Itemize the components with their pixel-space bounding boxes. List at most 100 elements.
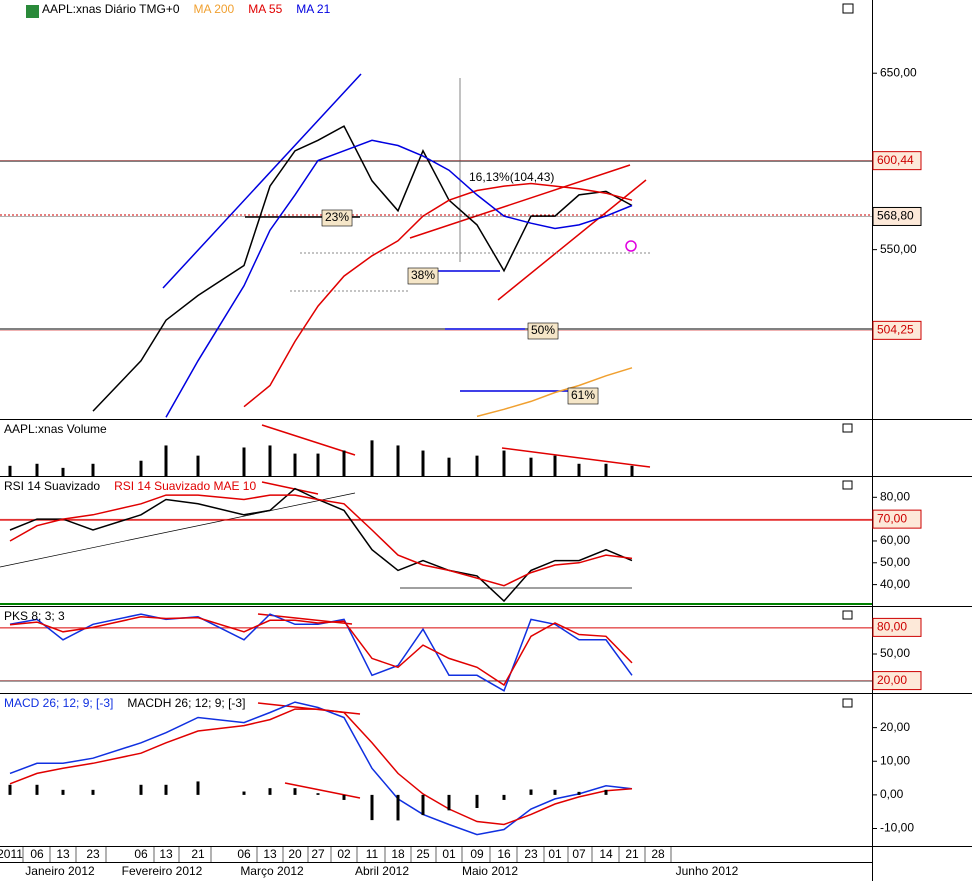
bar <box>370 794 374 821</box>
level-box <box>872 509 922 529</box>
annotation: 38% <box>411 268 435 282</box>
x-tick-label: 20 <box>288 847 302 861</box>
series-line <box>9 487 633 603</box>
x-tick-label: 06 <box>134 847 148 861</box>
x-tick-label: 23 <box>524 847 538 861</box>
x-tick-label: 01 <box>548 847 562 861</box>
x-tick-label: 21 <box>625 847 639 861</box>
annotation-box <box>407 267 439 285</box>
x-tick-label: 01 <box>442 847 456 861</box>
legend-entry: RSI 14 Suavizado <box>4 479 100 493</box>
level-box <box>872 320 922 340</box>
x-tick-label: 21 <box>191 847 205 861</box>
y-tick-label: 80,00 <box>880 489 910 503</box>
bar <box>475 794 479 808</box>
bar <box>139 460 143 476</box>
x-tick-label: 23 <box>86 847 100 861</box>
annotation-box <box>527 322 559 340</box>
bar <box>502 794 506 800</box>
bar <box>396 445 400 476</box>
bar <box>421 794 425 816</box>
x-tick-label: 18 <box>391 847 405 861</box>
x-tick-label: 13 <box>263 847 277 861</box>
series-line <box>243 182 633 408</box>
y-tick-label: 0,00 <box>880 787 904 801</box>
legend-entry: MA 21 <box>296 2 330 16</box>
annotation: 61% <box>571 388 595 402</box>
bar <box>447 457 451 476</box>
y-tick-label: 60,00 <box>880 533 910 547</box>
bar <box>164 445 168 476</box>
y-tick-label: 20,00 <box>880 720 910 734</box>
x-tick-label: 27 <box>311 847 325 861</box>
panel <box>0 487 872 603</box>
level-label: 70,00 <box>877 511 907 525</box>
y-tick-label: 50,00 <box>880 555 910 569</box>
y-tick-label: 650,00 <box>880 65 917 79</box>
bar <box>91 463 95 476</box>
y-tick-label: 10,00 <box>880 753 910 767</box>
x-tick-label: 13 <box>159 847 173 861</box>
bar <box>604 789 608 795</box>
x-tick-label: 06 <box>30 847 44 861</box>
series-line <box>9 708 633 826</box>
bar <box>268 788 272 795</box>
x-tick-label: 09 <box>470 847 484 861</box>
panel-title: PKS 8; 3; 3 <box>4 609 65 623</box>
panel-title: AAPL:xnas Diário TMG+0 <box>42 2 180 16</box>
x-tick-label: 14 <box>599 847 613 861</box>
legend-entry: MA 55 <box>248 2 282 16</box>
y-tick-label: 550,00 <box>880 242 917 256</box>
legend-entry: MACDH 26; 12; 9; [-3] <box>127 696 245 710</box>
series-line <box>9 616 633 687</box>
panel-title: AAPL:xnas Volume <box>4 422 107 436</box>
panel <box>8 440 634 476</box>
x-tick-label: 2011 <box>0 847 23 861</box>
bar <box>293 453 297 476</box>
x-tick-label: 06 <box>237 847 251 861</box>
level-label: 504,25 <box>877 323 914 337</box>
series-line <box>9 701 633 836</box>
x-tick-label: 11 <box>366 847 379 861</box>
series-line <box>9 494 633 587</box>
bar <box>630 465 634 476</box>
bar <box>8 784 12 795</box>
bar <box>577 463 581 476</box>
bar <box>35 463 39 476</box>
bar <box>577 791 581 795</box>
bar <box>604 463 608 476</box>
series-line <box>165 139 633 418</box>
bar <box>502 450 506 476</box>
month-label: Abril 2012 <box>355 864 409 878</box>
x-tick-label: 16 <box>497 847 511 861</box>
bar <box>529 457 533 476</box>
bar <box>196 781 200 795</box>
bar <box>268 445 272 476</box>
bar <box>139 784 143 795</box>
x-tick-label: 25 <box>416 847 430 861</box>
bar <box>342 794 346 800</box>
level-box <box>872 206 922 226</box>
bar <box>91 789 95 795</box>
bar <box>293 788 297 795</box>
x-tick-label: 07 <box>572 847 586 861</box>
bar <box>242 447 246 476</box>
bar <box>35 784 39 795</box>
legend-entry: MACD 26; 12; 9; [-3] <box>4 696 113 710</box>
y-tick-label: 40,00 <box>880 577 910 591</box>
drawings <box>0 3 872 799</box>
bar <box>164 784 168 795</box>
bar <box>316 453 320 476</box>
panel <box>8 701 633 836</box>
y-tick-label: -10,00 <box>880 821 914 835</box>
x-tick-label: 02 <box>337 847 351 861</box>
level-label: 600,44 <box>877 153 914 167</box>
bar <box>242 791 246 795</box>
bar <box>316 793 320 795</box>
bar <box>61 789 65 795</box>
bar <box>529 789 533 795</box>
bar <box>61 467 65 476</box>
series-line <box>476 367 633 418</box>
annotation: 50% <box>531 323 555 337</box>
